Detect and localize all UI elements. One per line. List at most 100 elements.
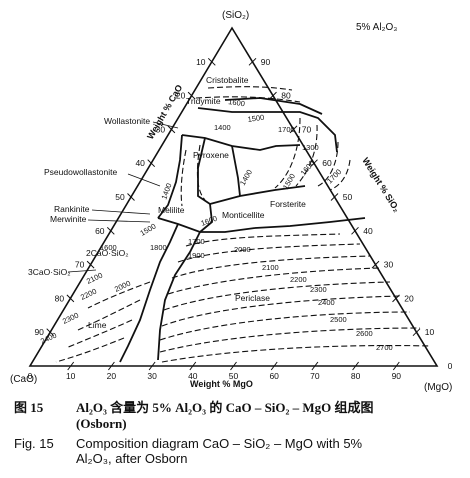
isotherm-label: 2400 bbox=[318, 298, 335, 307]
tick-label: 10 bbox=[66, 371, 76, 381]
tick-label: 40 bbox=[135, 158, 145, 168]
label-pseudowollastonite: Pseudowollastonite bbox=[44, 167, 118, 177]
caption-english: Fig. 15 Composition diagram CaO – SiO₂ – … bbox=[14, 436, 464, 466]
tick-mark bbox=[330, 193, 339, 201]
tick-mark bbox=[392, 361, 400, 371]
phase-boundaries bbox=[119, 97, 366, 363]
tick-layer: 10 20 30 40 50 60 70 80 90 90 80 70 60 50 40 30 20 10 0 0 10… bbox=[28, 57, 453, 381]
tick-label: 50 bbox=[229, 371, 239, 381]
isotherm-label: 1900 bbox=[188, 251, 205, 260]
isotherm-label: 1400 bbox=[159, 182, 173, 201]
label-melilite: Melilite bbox=[158, 205, 185, 215]
caption-en-text-2: Al₂O₃, after Osborn bbox=[76, 451, 188, 466]
tick-label: 10 bbox=[425, 327, 435, 337]
isotherm-label: 2000 bbox=[234, 245, 251, 254]
isotherm-label: 1700 bbox=[278, 125, 295, 134]
phase-diagram: 10 20 30 40 50 60 70 80 90 90 80 70 60 50 40 30 20 10 0 0 10… bbox=[10, 10, 453, 393]
apex-label-mgo: (MgO) bbox=[424, 382, 452, 393]
tick-mark bbox=[412, 328, 421, 337]
isotherm-label: 1600 bbox=[228, 97, 246, 108]
isotherm-label: 2600 bbox=[356, 329, 373, 338]
tick-mark bbox=[187, 91, 196, 100]
label-dicalcium-silicate: 2CaO·SiO₂ bbox=[86, 248, 129, 258]
tick-label: 60 bbox=[322, 158, 332, 168]
tick-label: 50 bbox=[115, 192, 125, 202]
alumina-annotation: 5% Al₂O₃ bbox=[356, 22, 397, 33]
tick-mark bbox=[46, 328, 55, 337]
isotherm-label: 2200 bbox=[79, 287, 98, 302]
isotherm-label: 1600 bbox=[200, 214, 219, 228]
label-leaders bbox=[67, 121, 179, 273]
caption-cn-number: 图 15 bbox=[14, 400, 44, 415]
tick-label: 90 bbox=[34, 327, 44, 337]
tick-label: 70 bbox=[302, 124, 312, 134]
label-periclase: Periclase bbox=[235, 293, 270, 303]
isotherm-label: 2100 bbox=[85, 271, 104, 286]
tick-mark bbox=[352, 361, 360, 371]
tick-mark bbox=[230, 361, 237, 371]
tick-label: 60 bbox=[95, 226, 105, 236]
tick-mark bbox=[108, 361, 115, 371]
tick-label: 10 bbox=[196, 57, 206, 67]
tick-label: 0 bbox=[28, 371, 33, 381]
tick-mark bbox=[127, 193, 135, 201]
isotherm-label: 2100 bbox=[262, 263, 279, 272]
tick-label: 70 bbox=[310, 371, 320, 381]
isotherm-label: 2000 bbox=[113, 279, 132, 294]
tick-label: 80 bbox=[351, 371, 361, 381]
tick-label: 20 bbox=[176, 91, 186, 101]
tick-mark bbox=[270, 361, 278, 371]
tick-label: 40 bbox=[363, 226, 373, 236]
tick-label: 30 bbox=[384, 260, 394, 270]
axis-title-sio2: Weight % SiO₂ bbox=[360, 156, 402, 214]
isotherm-label: 1400 bbox=[238, 168, 254, 187]
isotherm-label: 1400 bbox=[214, 123, 231, 132]
caption-en-number: Fig. 15 bbox=[14, 436, 54, 451]
caption-cn-text-2: (Osborn) bbox=[76, 416, 127, 431]
isotherm-label: 1500 bbox=[139, 222, 158, 238]
tick-label: 90 bbox=[261, 57, 271, 67]
tick-label: 30 bbox=[147, 371, 157, 381]
tick-mark bbox=[66, 294, 75, 303]
tick-label: 50 bbox=[343, 192, 353, 202]
tick-label: 30 bbox=[156, 124, 166, 134]
isotherm-label: 2300 bbox=[61, 311, 80, 326]
phase-labels: Cristobalite Tridymite Wollastonite Pyro… bbox=[28, 75, 306, 330]
isotherm-label: 1700 bbox=[188, 237, 205, 246]
label-lime: Lime bbox=[88, 320, 107, 330]
tick-mark bbox=[207, 57, 216, 66]
isotherm-label: 2500 bbox=[330, 315, 347, 324]
isotherm-label: 1500 bbox=[247, 113, 265, 124]
isotherm-label: 2700 bbox=[376, 343, 393, 352]
tick-mark bbox=[189, 361, 197, 371]
tick-label: 80 bbox=[55, 293, 65, 303]
apex-label-cao: (CaO) bbox=[10, 374, 37, 385]
label-merwinite: Merwinite bbox=[50, 214, 87, 224]
tick-mark bbox=[167, 125, 176, 134]
tick-mark bbox=[67, 361, 75, 371]
label-tricalcium-silicate: 3CaO·SiO₂ bbox=[28, 267, 71, 277]
label-wollastonite: Wollastonite bbox=[104, 116, 150, 126]
tick-mark bbox=[106, 226, 115, 235]
isotherm-label: 1600 bbox=[100, 243, 117, 252]
tick-mark bbox=[311, 361, 319, 371]
tick-label: 60 bbox=[269, 371, 279, 381]
tick-mark bbox=[289, 125, 298, 134]
isotherm-label: 1700 bbox=[325, 167, 343, 185]
isotherm-labels: 1600 1500 1700 1400 1300 1400 1500 1600 … bbox=[39, 97, 393, 352]
label-pyroxene: Pyroxene bbox=[193, 150, 229, 160]
caption-cn-text: Al₂O₃ 含量为 5% Al₂O₃ 的 CaO – SiO₂ – MgO 组成… bbox=[76, 400, 374, 415]
label-tridymite: Tridymite bbox=[186, 96, 221, 106]
caption-en-text: Composition diagram CaO – SiO₂ – MgO wit… bbox=[76, 436, 363, 451]
tick-label: 20 bbox=[107, 371, 117, 381]
isotherm-label: 2300 bbox=[310, 285, 327, 294]
tick-mark bbox=[248, 57, 257, 66]
isotherm-label: 2200 bbox=[290, 275, 307, 284]
tick-mark bbox=[351, 226, 359, 235]
tick-mark bbox=[371, 260, 380, 269]
caption-chinese: 图 15 Al₂O₃ 含量为 5% Al₂O₃ 的 CaO – SiO₂ – Mg… bbox=[14, 400, 464, 432]
tick-label: 90 bbox=[392, 371, 402, 381]
isotherm-label: 1300 bbox=[302, 143, 319, 152]
tick-label: 70 bbox=[75, 260, 85, 270]
isotherm-label: 1800 bbox=[150, 243, 167, 252]
